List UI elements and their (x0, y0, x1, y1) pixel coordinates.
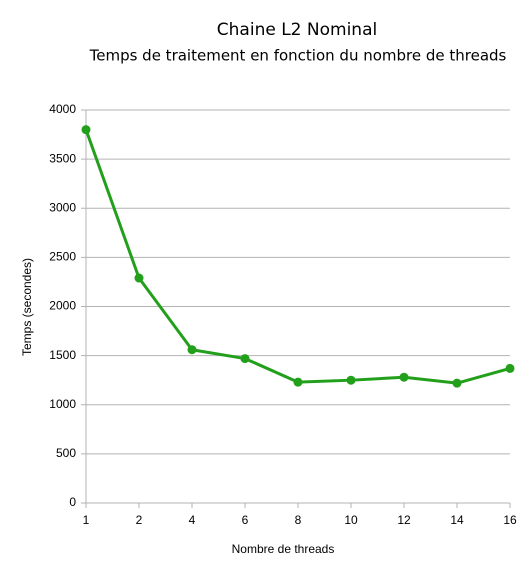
data-point (134, 273, 144, 283)
x-tick-label: 2 (136, 513, 143, 527)
x-tick-label: 4 (189, 513, 196, 527)
x-tick-label: 12 (397, 513, 411, 527)
data-point (81, 125, 91, 135)
y-axis-label: Temps (secondes) (20, 258, 34, 356)
data-point (399, 372, 409, 382)
data-point (240, 354, 250, 364)
x-tick-label: 1 (83, 513, 90, 527)
y-tick-label: 2000 (49, 299, 76, 313)
y-tick-label: 2500 (49, 250, 76, 264)
y-tick-label: 3500 (49, 151, 76, 165)
data-line (84, 129, 511, 385)
data-point (505, 363, 515, 373)
data-point (346, 375, 356, 385)
y-tick-label: 3000 (49, 200, 76, 214)
x-tick-label: 16 (503, 513, 517, 527)
x-tick-label: 14 (450, 513, 464, 527)
data-point (452, 378, 462, 388)
y-tick-label: 4000 (49, 102, 76, 116)
y-tick-label: 1500 (49, 348, 76, 362)
x-tick-label: 10 (344, 513, 358, 527)
chart-title: Chaine L2 Nominal (217, 20, 377, 40)
x-axis-label: Nombre de threads (232, 542, 335, 556)
data-point (293, 377, 303, 387)
chart-subtitle: Temps de traitement en fonction du nombr… (89, 47, 507, 65)
y-tick-label: 0 (69, 495, 76, 509)
x-tick-label: 6 (242, 513, 249, 527)
y-tick-label: 500 (56, 446, 76, 460)
y-tick-label: 1000 (49, 397, 76, 411)
x-tick-label: 8 (295, 513, 302, 527)
data-point (187, 345, 197, 355)
